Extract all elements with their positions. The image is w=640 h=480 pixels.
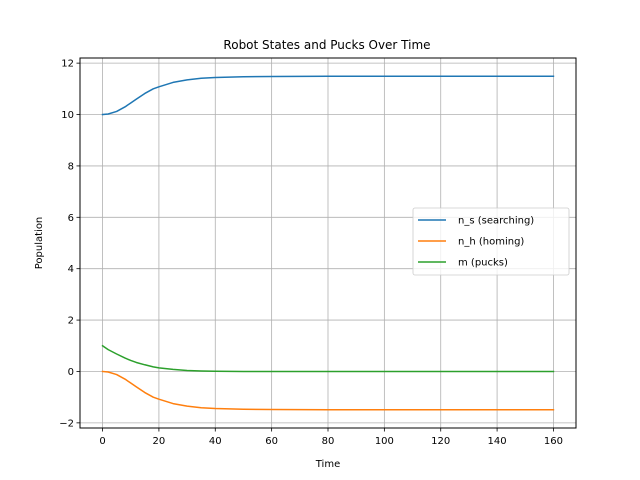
y-tick-label: 10 bbox=[61, 110, 74, 121]
x-tick-label: 160 bbox=[544, 436, 563, 447]
y-tick-label: 4 bbox=[68, 264, 74, 275]
x-tick-label: 0 bbox=[99, 436, 105, 447]
y-tick-label: 0 bbox=[68, 367, 74, 378]
x-axis-label: Time bbox=[315, 459, 340, 470]
y-tick-label: 12 bbox=[61, 59, 74, 70]
x-tick-label: 60 bbox=[265, 436, 278, 447]
y-tick-label: −2 bbox=[59, 418, 74, 429]
chart-title: Robot States and Pucks Over Time bbox=[223, 38, 430, 52]
y-tick-label: 6 bbox=[68, 213, 74, 224]
series-line-3 bbox=[101, 344, 555, 373]
legend: n_s (searching) n_h (homing) m (pucks) bbox=[412, 207, 570, 276]
series-lines bbox=[101, 75, 555, 411]
series-line-2 bbox=[101, 370, 555, 411]
x-tick-label: 140 bbox=[488, 436, 507, 447]
series-line-1 bbox=[101, 75, 555, 116]
x-tick-label: 100 bbox=[375, 436, 394, 447]
y-tick-label: 8 bbox=[68, 161, 74, 172]
legend-box bbox=[412, 207, 570, 276]
legend-entry-label: n_h (homing) bbox=[458, 237, 524, 248]
legend-entry-label: m (pucks) bbox=[458, 258, 508, 269]
axis-ticks: 0 20 40 60 80 100 120 140 160 −2 0 2 4 6 8 10 12 bbox=[59, 59, 563, 447]
x-tick-label: 80 bbox=[322, 436, 335, 447]
x-tick-label: 40 bbox=[209, 436, 222, 447]
y-tick-label: 2 bbox=[68, 316, 74, 327]
y-axis-label: Population bbox=[34, 217, 45, 270]
legend-entry-label: n_s (searching) bbox=[458, 216, 534, 227]
x-tick-label: 120 bbox=[431, 436, 450, 447]
x-tick-label: 20 bbox=[153, 436, 166, 447]
